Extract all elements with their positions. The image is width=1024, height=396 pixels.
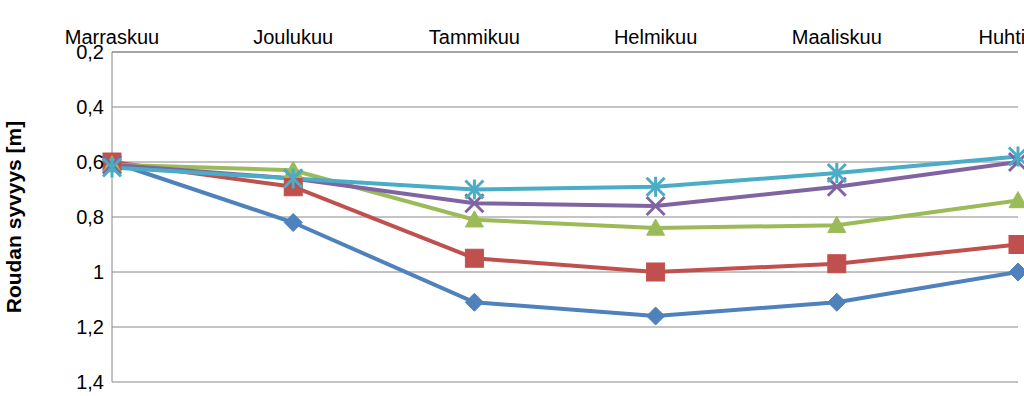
svg-text:0,4: 0,4 xyxy=(76,96,104,118)
svg-text:0,8: 0,8 xyxy=(76,206,104,228)
svg-text:Marraskuu: Marraskuu xyxy=(64,26,160,48)
svg-text:1,4: 1,4 xyxy=(76,371,104,393)
svg-text:Helmikuu: Helmikuu xyxy=(614,26,697,48)
svg-text:0,6: 0,6 xyxy=(76,151,104,173)
svg-text:Maaliskuu: Maaliskuu xyxy=(792,26,882,48)
svg-text:Tammikuu: Tammikuu xyxy=(429,26,520,48)
svg-text:Joulukuu: Joulukuu xyxy=(253,26,333,48)
svg-text:Huhtikuu: Huhtikuu xyxy=(979,26,1016,48)
svg-text:1,2: 1,2 xyxy=(76,316,104,338)
svg-text:Roudan syvyys [m]: Roudan syvyys [m] xyxy=(8,121,25,314)
svg-text:1: 1 xyxy=(93,261,104,283)
svg-text:0,2: 0,2 xyxy=(76,41,104,63)
